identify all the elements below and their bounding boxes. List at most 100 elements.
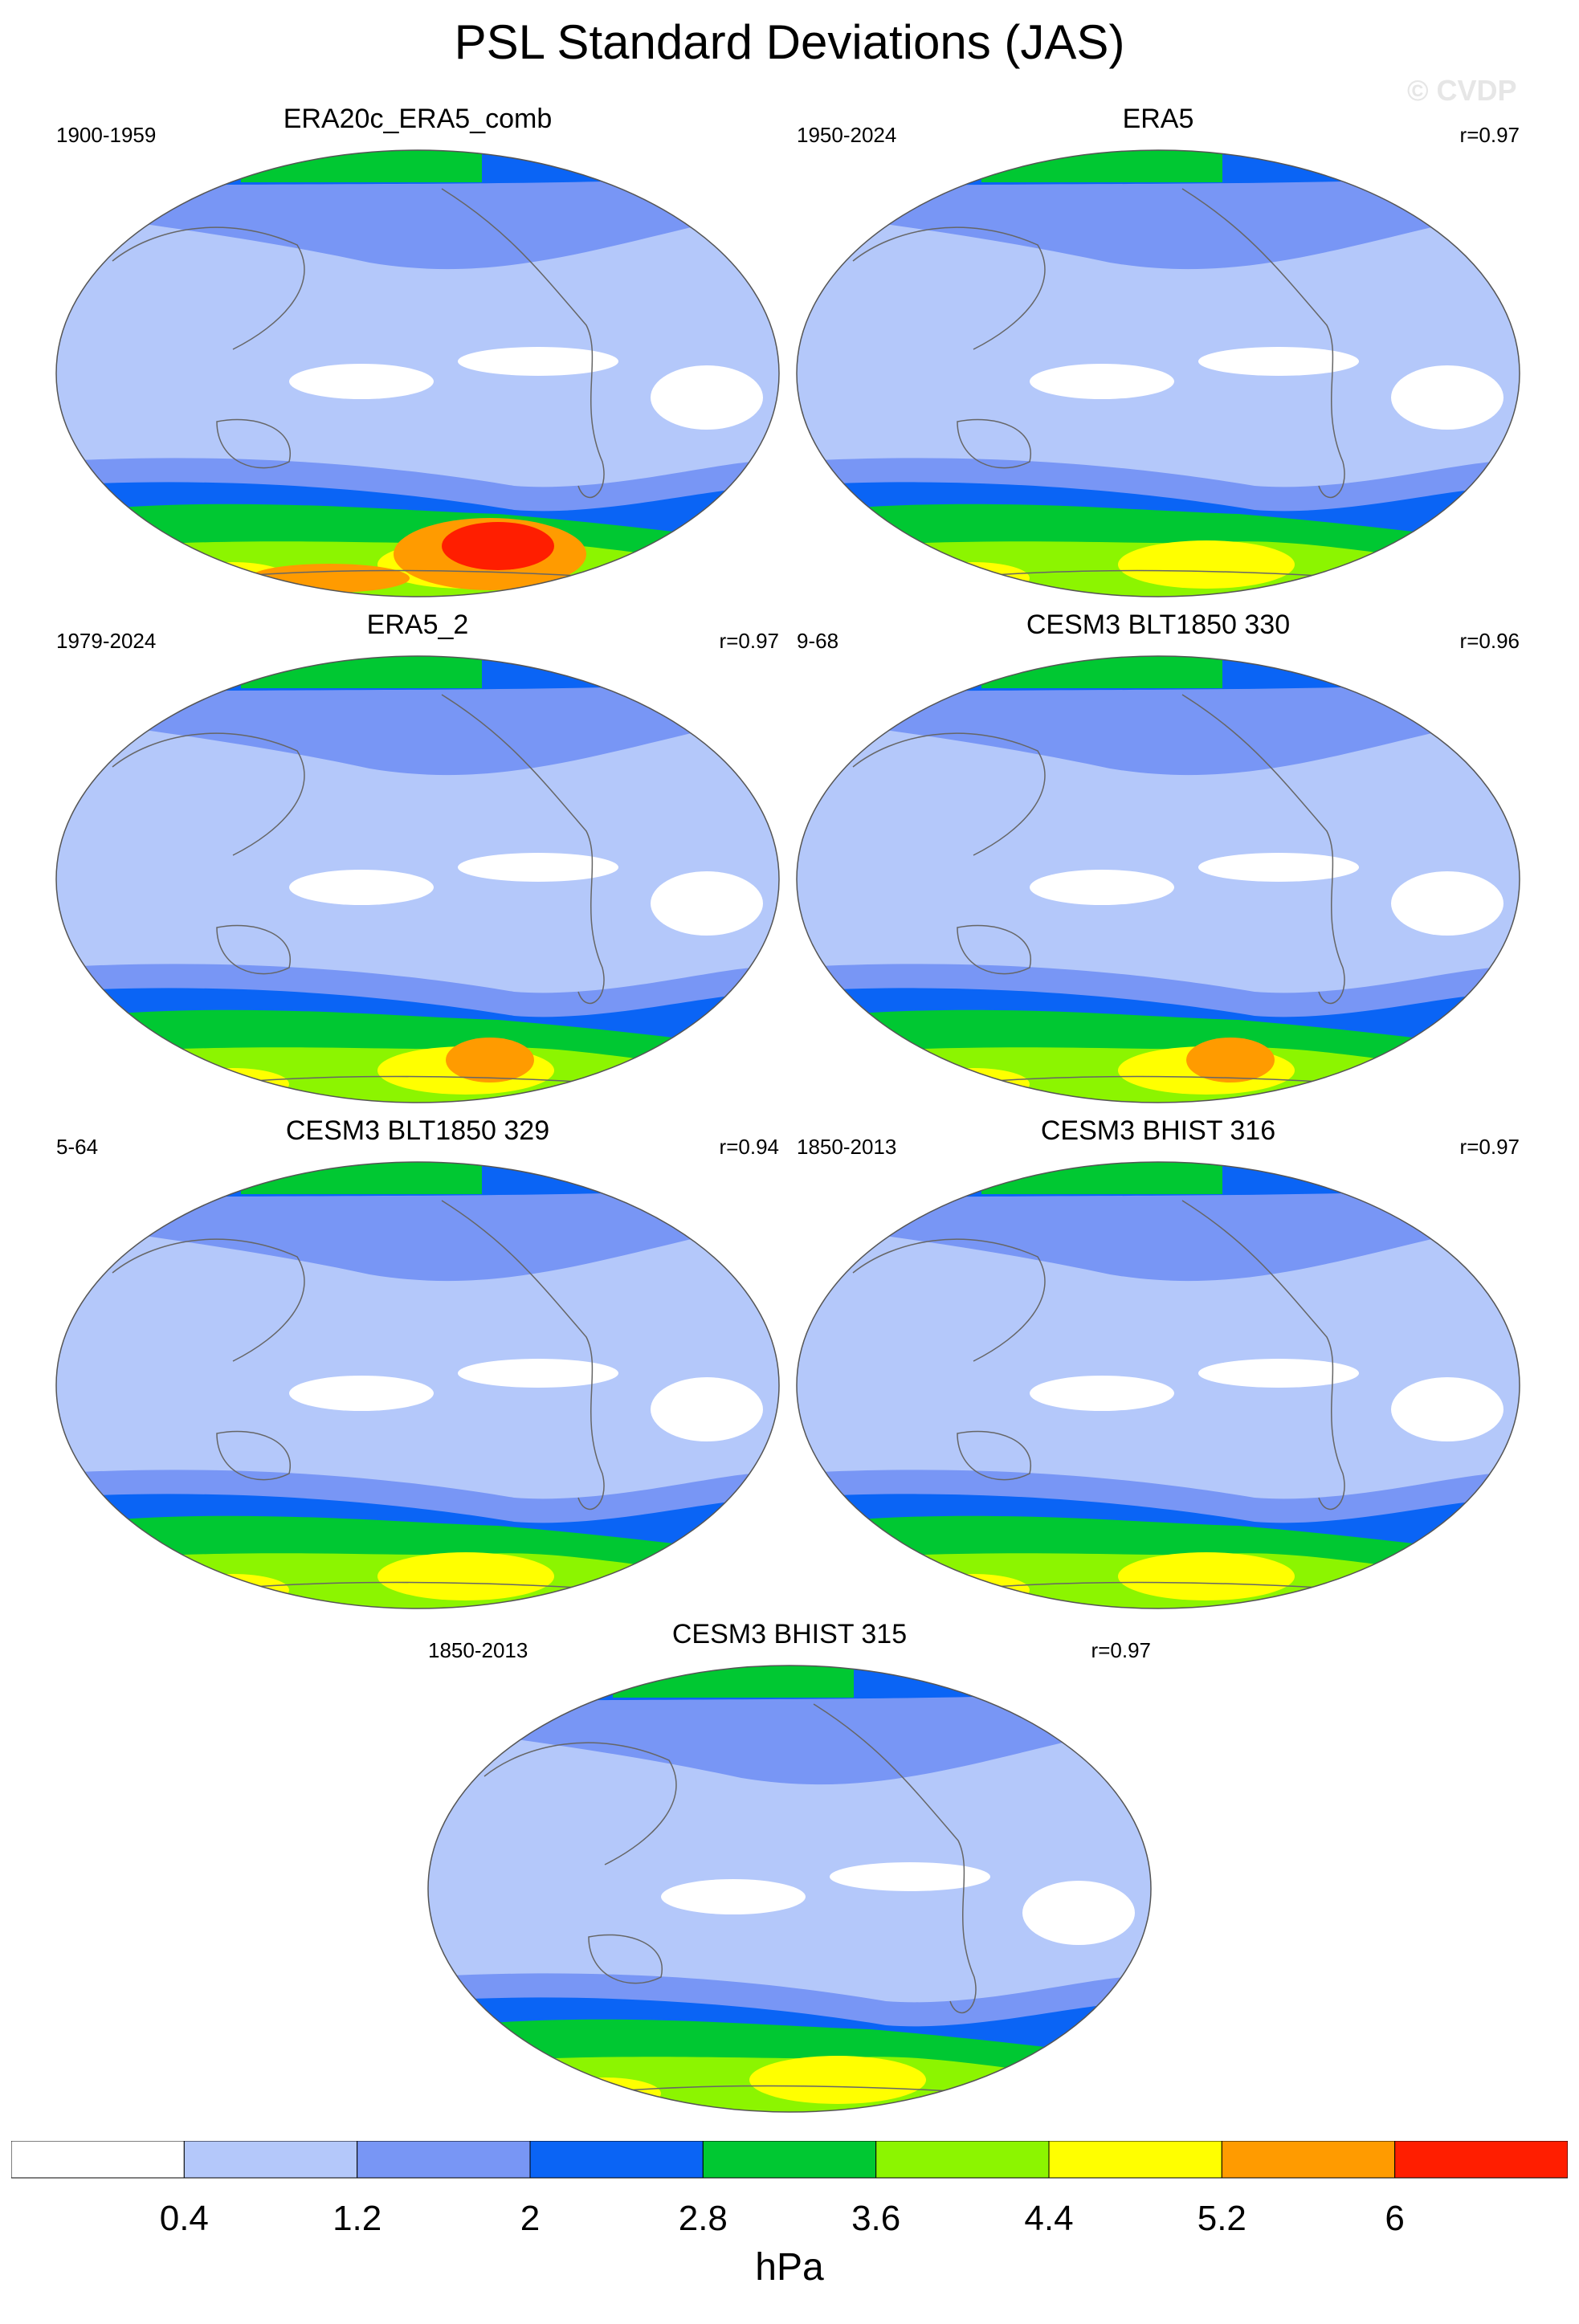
panel-title: CESM3 BLT1850 329 bbox=[285, 1115, 550, 1146]
coastline-antarctica bbox=[588, 2085, 991, 2094]
panel-correlation: r=0.97 bbox=[1459, 1135, 1520, 1159]
psl-map bbox=[55, 1161, 780, 1609]
coastline-antarctica bbox=[957, 1581, 1360, 1591]
figure-title: PSL Standard Deviations (JAS) bbox=[454, 15, 1125, 69]
coastline-americas bbox=[441, 188, 605, 499]
panel-correlation: r=0.94 bbox=[719, 1135, 779, 1159]
colorbar-swatch bbox=[11, 2141, 185, 2179]
psl-tropical-min-2 bbox=[1198, 853, 1359, 882]
psl-tropical-min-2 bbox=[1198, 347, 1359, 376]
psl-arctic-green bbox=[241, 656, 482, 688]
map-boundary bbox=[427, 1665, 1152, 2113]
psl-arctic-green bbox=[981, 150, 1222, 182]
panel-years: 1979-2024 bbox=[56, 629, 157, 653]
coastline-asia bbox=[112, 1238, 305, 1362]
colorbar-swatch bbox=[357, 2141, 531, 2179]
colorbar-tick-label: 1.2 bbox=[333, 2199, 382, 2238]
colorbar-tick-label: 2.8 bbox=[678, 2199, 728, 2238]
psl-tropical-min-1 bbox=[289, 364, 434, 399]
panel-title: ERA20c_ERA5_comb bbox=[283, 104, 553, 134]
psl-tropical-min-3 bbox=[651, 365, 763, 430]
coastline-asia bbox=[852, 226, 1046, 350]
psl-map bbox=[427, 1665, 1152, 2113]
psl-arctic-green bbox=[613, 1666, 854, 1698]
psl-tropical-min-1 bbox=[289, 870, 434, 905]
panel-years: 5-64 bbox=[56, 1135, 99, 1159]
colorbar-swatch bbox=[702, 2141, 877, 2179]
psl-tropical-min-1 bbox=[289, 1376, 434, 1411]
panel-title: CESM3 BLT1850 330 bbox=[1026, 610, 1291, 640]
colorbar-tick-label: 6 bbox=[1385, 2199, 1405, 2238]
panel-correlation: r=0.97 bbox=[719, 629, 779, 653]
colorbar-swatch bbox=[529, 2141, 704, 2179]
panel-years: 1900-1959 bbox=[56, 123, 157, 147]
coastline-antarctica bbox=[957, 569, 1360, 579]
coastline-australia bbox=[216, 1430, 292, 1481]
psl-south-max-1 bbox=[1118, 540, 1295, 589]
colorbar-swatch bbox=[183, 2141, 358, 2179]
psl-map bbox=[796, 1161, 1520, 1609]
colorbar-swatch bbox=[1048, 2141, 1222, 2179]
psl-tropical-min-3 bbox=[651, 1377, 763, 1441]
map-boundary bbox=[55, 149, 780, 597]
coastline-asia bbox=[112, 732, 305, 856]
coastline-asia bbox=[483, 1742, 677, 1865]
panel-years: 1850-2013 bbox=[797, 1135, 897, 1159]
psl-south-max-1 bbox=[749, 2056, 926, 2104]
psl-tropical-min-3 bbox=[1391, 1377, 1504, 1441]
coastline-antarctica bbox=[957, 1075, 1360, 1085]
coastline-australia bbox=[588, 1934, 663, 1984]
psl-tropical-min-3 bbox=[1391, 871, 1504, 936]
psl-south-max-3 bbox=[1186, 1038, 1275, 1082]
coastline-australia bbox=[216, 924, 292, 975]
coastline-asia bbox=[852, 1238, 1046, 1362]
colorbar-tick-label: 4.4 bbox=[1024, 2199, 1074, 2238]
colorbar-units: hPa bbox=[755, 2246, 824, 2289]
panel-correlation: r=0.97 bbox=[1091, 1638, 1151, 1662]
psl-tropical-min-2 bbox=[830, 1862, 990, 1891]
psl-tropical-min-1 bbox=[1030, 870, 1174, 905]
panel-title: CESM3 BHIST 316 bbox=[1040, 1115, 1276, 1146]
map-boundary bbox=[796, 655, 1520, 1103]
panel-years: 9-68 bbox=[797, 629, 839, 653]
map-boundary bbox=[55, 1161, 780, 1609]
psl-arctic-green bbox=[981, 1162, 1222, 1194]
coastline-americas bbox=[1181, 188, 1345, 499]
coastline-americas bbox=[1181, 694, 1345, 1005]
map-boundary bbox=[55, 655, 780, 1103]
psl-tropical-min-3 bbox=[1391, 365, 1504, 430]
psl-map bbox=[796, 655, 1520, 1103]
colorbar-swatch bbox=[1221, 2141, 1396, 2179]
panel-title: CESM3 BHIST 315 bbox=[671, 1619, 908, 1649]
psl-map bbox=[55, 655, 780, 1103]
coastline-americas bbox=[1181, 1200, 1345, 1511]
coastline-asia bbox=[112, 226, 305, 350]
watermark: © CVDP bbox=[1407, 74, 1517, 107]
panel-title: ERA5 bbox=[1122, 104, 1194, 134]
coastline-australia bbox=[957, 1430, 1032, 1481]
coastline-australia bbox=[957, 924, 1032, 975]
psl-arctic-green bbox=[241, 150, 482, 182]
psl-south-max-1 bbox=[1118, 1552, 1295, 1600]
map-boundary bbox=[796, 149, 1520, 597]
coastline-americas bbox=[441, 694, 605, 1005]
psl-arctic-green bbox=[981, 656, 1222, 688]
psl-tropical-min-3 bbox=[1022, 1881, 1135, 1945]
psl-tropical-min-1 bbox=[1030, 1376, 1174, 1411]
coastline-antarctica bbox=[216, 569, 619, 579]
colorbar-tick-label: 2 bbox=[520, 2199, 541, 2238]
coastline-americas bbox=[813, 1703, 977, 2014]
psl-map bbox=[55, 149, 780, 597]
psl-map bbox=[796, 149, 1520, 597]
colorbar-tick-label: 3.6 bbox=[851, 2199, 901, 2238]
panel-correlation: r=0.97 bbox=[1459, 123, 1520, 147]
coastline-australia bbox=[957, 418, 1032, 469]
psl-tropical-min-2 bbox=[458, 347, 618, 376]
map-boundary bbox=[796, 1161, 1520, 1609]
panel-title: ERA5_2 bbox=[366, 610, 469, 640]
psl-tropical-min-2 bbox=[458, 853, 618, 882]
colorbar-swatch bbox=[875, 2141, 1050, 2179]
panel-years: 1850-2013 bbox=[428, 1638, 528, 1662]
coastline-antarctica bbox=[216, 1581, 619, 1591]
coastline-australia bbox=[216, 418, 292, 469]
